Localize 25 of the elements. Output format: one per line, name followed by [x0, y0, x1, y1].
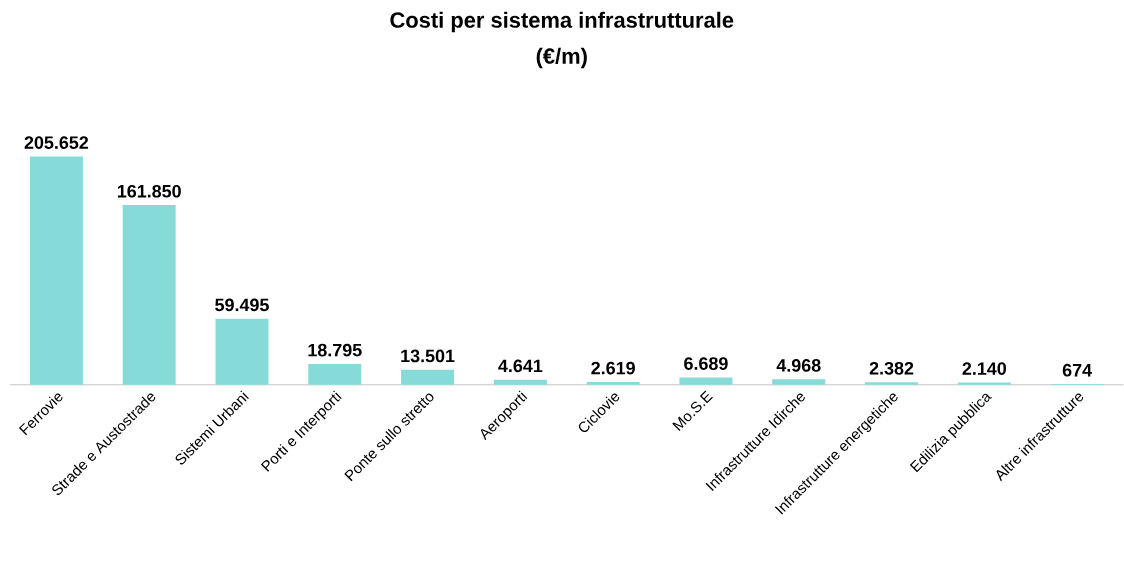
- chart-subtitle: (€/m): [536, 47, 587, 69]
- bar: [957, 382, 1011, 385]
- chart-title: Costi per sistema infrastrutturale: [390, 11, 734, 33]
- data-label: 18.795: [308, 343, 362, 357]
- bar: [865, 382, 919, 385]
- data-label: 6.689: [684, 357, 728, 371]
- bar: [29, 156, 83, 385]
- data-label: 4.641: [498, 359, 543, 373]
- data-label: 674: [1062, 363, 1092, 377]
- data-label: 205.652: [24, 136, 89, 150]
- bar: [215, 318, 269, 385]
- data-label: 13.501: [401, 349, 455, 363]
- data-label: 4.968: [776, 359, 821, 372]
- bar: [401, 369, 455, 385]
- bar: [772, 379, 826, 385]
- bar: [122, 205, 176, 385]
- data-label: 2.619: [591, 361, 635, 375]
- bar: [586, 382, 640, 385]
- bar: [679, 377, 733, 385]
- bar: [308, 364, 362, 385]
- data-label: 2.382: [869, 362, 914, 375]
- data-label: 2.140: [962, 362, 1007, 376]
- data-label: 161.850: [117, 185, 181, 198]
- data-label: 59.495: [215, 298, 269, 312]
- bar: [493, 379, 547, 385]
